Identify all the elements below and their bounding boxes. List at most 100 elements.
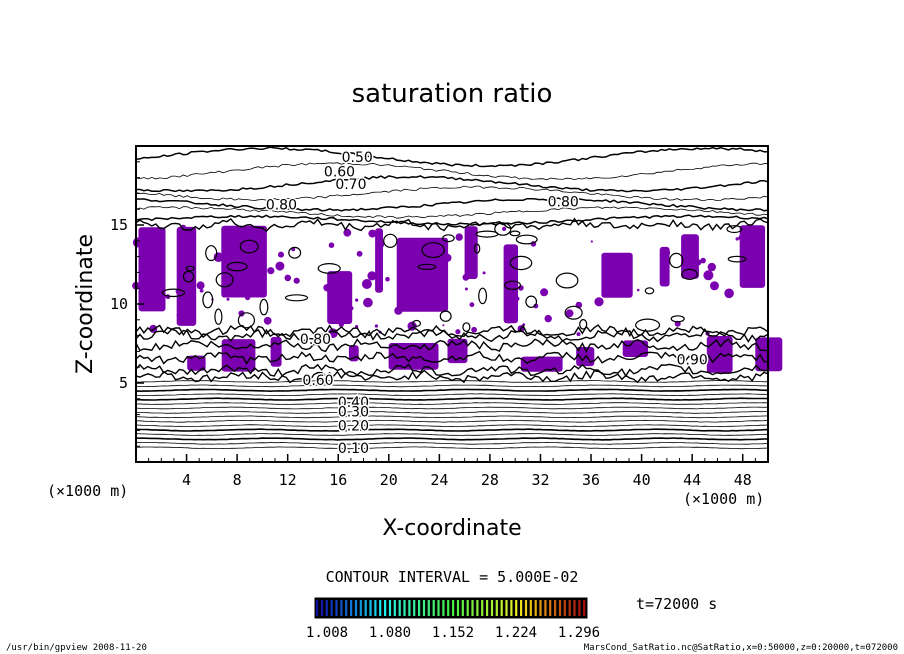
contour-loop xyxy=(383,233,398,248)
contour-loop xyxy=(644,287,655,295)
colorbar-swatch xyxy=(520,600,523,616)
colorbar-swatch xyxy=(437,600,440,616)
x-tick-label: 4 xyxy=(182,471,191,489)
x-tick-label: 20 xyxy=(380,471,398,489)
supersaturation-region xyxy=(659,246,670,287)
colorbar-swatch xyxy=(316,600,319,616)
contour-loop xyxy=(214,308,223,325)
colorbar-tick-label: 1.152 xyxy=(432,625,474,641)
colorbar-tick-label: 1.008 xyxy=(306,625,348,641)
x-tick-label: 40 xyxy=(633,471,651,489)
contour-line xyxy=(135,411,768,414)
contour-loop xyxy=(185,265,195,272)
contour-line xyxy=(135,338,769,353)
supersaturation-region xyxy=(739,225,766,288)
supersaturation-region xyxy=(176,226,197,326)
contour-label: 0.30 xyxy=(338,404,369,420)
contour-loop xyxy=(669,252,684,269)
contour-loop xyxy=(239,239,259,254)
colorbar-swatch xyxy=(374,600,377,616)
x-tick-label: 36 xyxy=(582,471,600,489)
contour-loop xyxy=(284,294,309,302)
contour-loop xyxy=(670,315,685,323)
contour-line xyxy=(135,217,769,233)
colorbar-swatch xyxy=(573,600,576,616)
supersaturation-speck xyxy=(605,281,614,290)
colorbar-swatch xyxy=(364,600,367,616)
colorbar-swatch xyxy=(393,600,396,616)
colorbar-background xyxy=(315,598,587,618)
colorbar-swatch xyxy=(320,600,324,616)
contour-loop xyxy=(555,272,579,289)
contour-line xyxy=(135,185,769,202)
colorbar-swatch xyxy=(330,600,333,616)
contour-loop xyxy=(509,230,521,237)
contour-label: 0.80 xyxy=(300,332,331,348)
x-tick-label: 44 xyxy=(683,471,701,489)
colorbar-swatch xyxy=(418,600,421,616)
supersaturation-region xyxy=(375,228,383,293)
colorbar-swatch xyxy=(408,600,411,616)
plot-area: 0.500.600.700.80 0.800.800.600.400.300.20… xyxy=(132,145,783,463)
contour-line xyxy=(135,214,769,227)
contour-loop xyxy=(726,225,743,234)
contour-loop xyxy=(412,319,422,327)
y-tick-label: 10 xyxy=(110,295,128,313)
colorbar-swatch xyxy=(583,600,586,616)
colorbar-tick-label: 1.224 xyxy=(495,625,537,641)
x-tick-label: 24 xyxy=(430,471,448,489)
supersaturation-speck xyxy=(565,309,574,318)
contour-label: 0.60 xyxy=(302,373,333,389)
colorbar-swatch xyxy=(379,600,382,616)
x-tick-label: 32 xyxy=(531,471,549,489)
colorbar-swatch xyxy=(461,600,464,616)
supersaturation-speck xyxy=(368,229,377,238)
colorbar-tick-label: 1.296 xyxy=(558,625,600,641)
supersaturation-speck xyxy=(176,312,181,318)
contour-line xyxy=(135,388,769,393)
contour-loop xyxy=(288,246,302,259)
colorbar-swatch xyxy=(563,600,566,616)
contour-loop xyxy=(504,280,522,290)
supersaturation-speck xyxy=(465,229,468,233)
x-tick-label: 28 xyxy=(481,471,499,489)
supersaturation-speck xyxy=(533,303,539,309)
supersaturation-speck xyxy=(376,240,385,249)
colorbar-swatch xyxy=(476,600,479,616)
supersaturation-speck xyxy=(636,288,640,292)
supersaturation-speck xyxy=(695,259,702,266)
contour-line xyxy=(135,197,769,212)
colorbar-swatch xyxy=(529,600,532,616)
supersaturation-speck xyxy=(462,273,470,281)
y-tick-label: 15 xyxy=(110,216,128,234)
x-axis-ticks: 4 8 12 16 20 24 28 32 36 40 44 48 xyxy=(148,454,756,489)
supersaturation-speck xyxy=(249,261,254,265)
contour-line xyxy=(135,206,769,219)
supersaturation-speck xyxy=(175,289,180,294)
supersaturation-speck xyxy=(594,297,604,307)
supersaturation-speck xyxy=(374,324,378,328)
contour-line xyxy=(135,384,769,388)
contour-label: 0.70 xyxy=(335,177,366,193)
colorbar-swatch xyxy=(335,600,338,616)
chart-title: saturation ratio xyxy=(352,79,553,109)
colorbar-frame xyxy=(314,597,588,619)
supersaturation-speck xyxy=(455,233,463,241)
contour-label: 0.90 xyxy=(677,352,708,368)
supersaturation-speck xyxy=(338,321,344,327)
contour-line xyxy=(135,433,769,436)
x-tick-label: 12 xyxy=(279,471,297,489)
colorbar-swatch xyxy=(447,600,450,616)
supersaturation-speck xyxy=(199,288,204,293)
contour-loop xyxy=(478,287,488,305)
contour-line xyxy=(136,397,769,401)
contour-loop xyxy=(205,245,218,262)
contour-line xyxy=(135,327,769,343)
contour-line xyxy=(136,446,769,450)
contour-loop xyxy=(259,298,269,316)
supersaturation-speck xyxy=(590,240,593,243)
x-axis-label: X-coordinate xyxy=(382,516,521,541)
colorbar-swatch xyxy=(558,600,562,616)
colorbar-swatch xyxy=(456,600,460,616)
colorbar-swatch xyxy=(398,600,401,616)
